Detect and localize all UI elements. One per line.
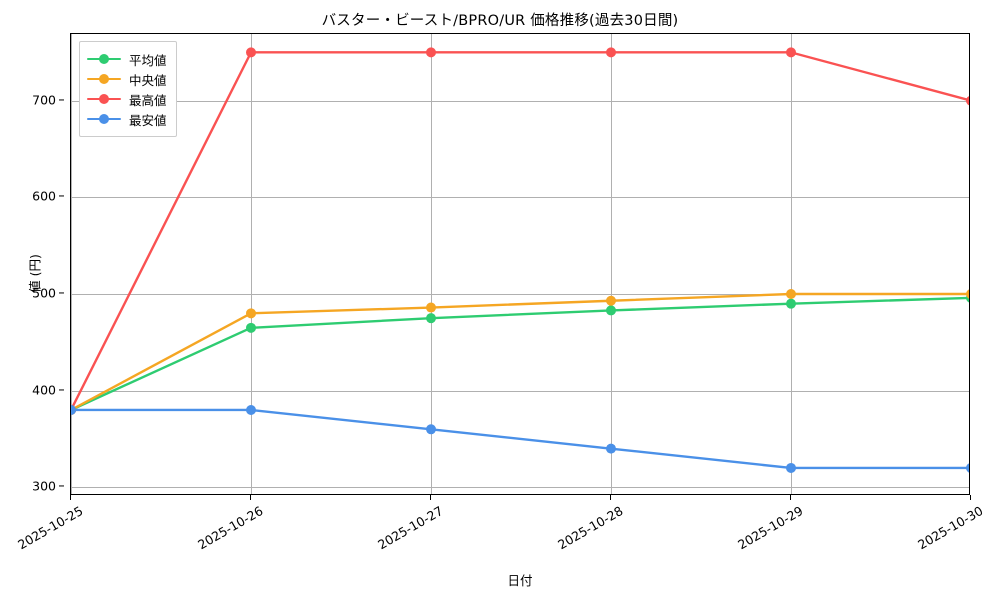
- y-tick-mark: [59, 99, 64, 101]
- legend-label: 平均値: [129, 52, 167, 68]
- y-tick-mark: [59, 389, 64, 391]
- x-tick-label: 2025-10-27: [375, 503, 446, 553]
- x-tick-label: 2025-10-26: [195, 503, 266, 553]
- legend-color-swatch: [87, 52, 121, 66]
- data-point-marker: [786, 47, 796, 58]
- y-tick-label: 500: [32, 285, 56, 301]
- series-line: [71, 292, 969, 412]
- legend-item[interactable]: 最高値: [87, 89, 167, 109]
- data-point-marker: [426, 424, 436, 435]
- gridline-vertical: [71, 34, 72, 494]
- gridline-horizontal: [71, 100, 969, 102]
- data-point-marker: [606, 443, 616, 454]
- x-axis-tick-labels: 2025-10-25 2025-10-26 2025-10-27 2025-10-28…: [15, 495, 986, 575]
- gridline-vertical: [251, 34, 252, 494]
- gridline-horizontal: [71, 294, 969, 295]
- legend-marker-icon: [99, 54, 109, 64]
- x-tick-mark: [430, 495, 432, 500]
- data-point-marker: [966, 96, 969, 106]
- series-lines: [71, 47, 969, 473]
- series-line: [71, 51, 969, 412]
- gridline-vertical: [611, 34, 612, 494]
- series-line: [71, 408, 969, 470]
- y-tick-mark: [59, 485, 64, 487]
- series-line: [71, 296, 969, 412]
- data-point-marker: [246, 47, 256, 58]
- data-point-marker: [246, 322, 256, 333]
- data-point-marker: [606, 305, 616, 316]
- data-point-marker: [426, 47, 436, 58]
- data-point-marker: [786, 462, 796, 473]
- x-tick-mark: [250, 495, 252, 500]
- legend-marker-icon: [99, 114, 109, 124]
- data-point-marker: [426, 313, 436, 324]
- gridline-horizontal: [71, 197, 969, 199]
- data-point-marker: [786, 289, 796, 299]
- gridline-vertical: [431, 34, 432, 494]
- legend-color-swatch: [87, 112, 121, 126]
- y-tick-mark: [59, 292, 64, 294]
- gridline-horizontal: [71, 390, 969, 392]
- data-point-marker: [71, 404, 76, 415]
- y-axis-tick-labels: 300 400 500 600 700: [0, 33, 64, 495]
- legend-marker-icon: [99, 74, 109, 84]
- chart-title: バスター・ビースト/BPRO/UR 価格推移(過去30日間): [321, 13, 679, 29]
- plot-area: [70, 33, 970, 495]
- chart-legend: 平均値中央値最高値最安値: [79, 41, 177, 137]
- legend-item[interactable]: 平均値: [87, 49, 167, 69]
- legend-label: 最高値: [129, 92, 167, 108]
- gridline-horizontal: [71, 487, 969, 489]
- legend-item[interactable]: 最安値: [87, 109, 167, 129]
- y-tick-mark: [59, 195, 64, 197]
- legend-item[interactable]: 中央値: [87, 69, 167, 89]
- y-tick-label: 400: [32, 382, 56, 398]
- legend-marker-icon: [99, 94, 109, 104]
- x-tick-label: 2025-10-25: [15, 503, 86, 553]
- legend-color-swatch: [87, 72, 121, 86]
- x-tick-mark: [610, 495, 612, 500]
- x-axis-label: 日付: [507, 573, 533, 588]
- gridline-vertical: [791, 34, 792, 494]
- legend-label: 中央値: [129, 72, 167, 88]
- x-tick-mark: [970, 495, 972, 500]
- data-point-marker: [786, 298, 796, 309]
- data-point-marker: [246, 404, 256, 415]
- legend-label: 最安値: [129, 112, 167, 128]
- x-tick-label: 2025-10-28: [555, 503, 626, 553]
- y-tick-label: 600: [32, 188, 56, 204]
- x-tick-mark: [790, 495, 792, 500]
- x-tick-mark: [70, 495, 72, 500]
- legend-color-swatch: [87, 92, 121, 106]
- data-point-marker: [966, 463, 969, 473]
- y-tick-label: 700: [32, 92, 56, 108]
- data-point-marker: [606, 47, 616, 58]
- data-point-marker: [246, 308, 256, 319]
- data-point-marker: [606, 295, 616, 306]
- x-tick-label: 2025-10-30: [915, 503, 986, 553]
- y-tick-label: 300: [32, 478, 56, 494]
- data-point-marker: [966, 289, 969, 299]
- x-tick-label: 2025-10-29: [735, 503, 806, 553]
- data-point-marker: [426, 302, 436, 313]
